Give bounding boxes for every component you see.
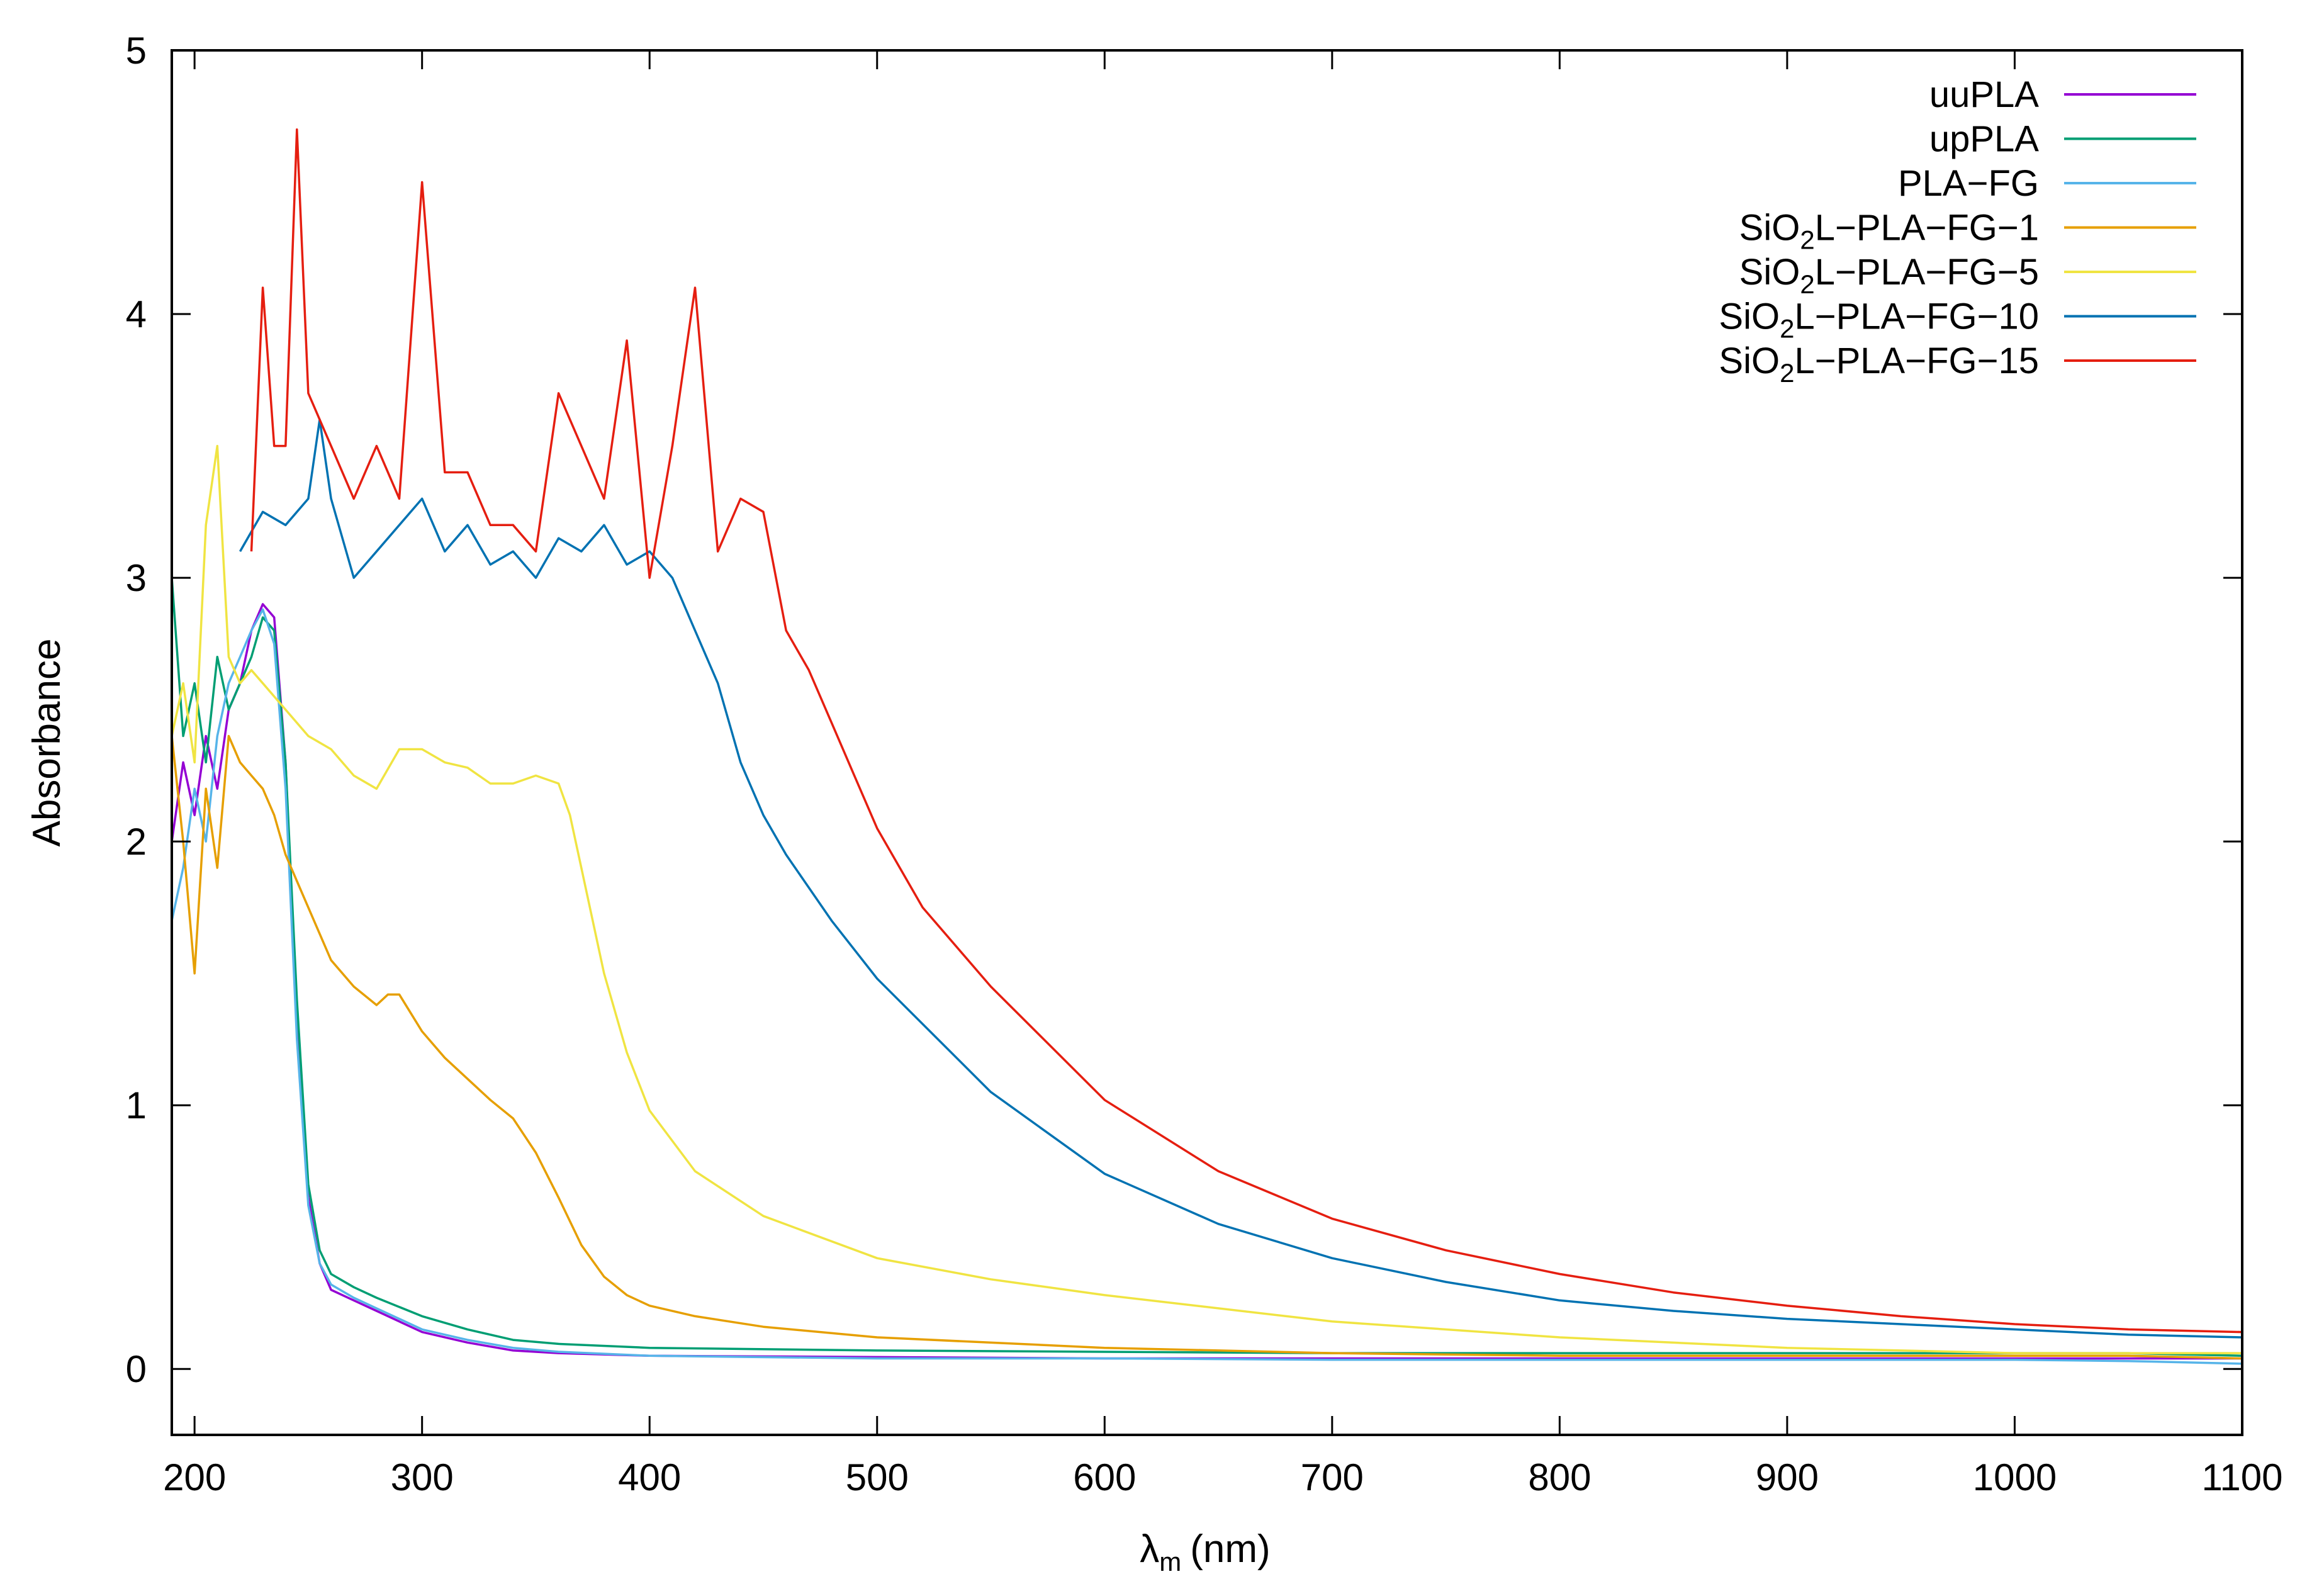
x-tick-label: 500: [846, 1456, 909, 1498]
y-axis-label: Absorbance: [25, 639, 69, 847]
legend-label-2: upPLA: [1929, 119, 2039, 160]
legend: uuPLAupPLAPLA−FGSiO2L−PLA−FG−1SiO2L−PLA−…: [1719, 74, 2196, 388]
x-tick-label: 1100: [2201, 1456, 2282, 1498]
y-tick-label: 2: [126, 821, 147, 863]
y-tick-label: 3: [126, 557, 147, 599]
legend-label-1: uuPLA: [1929, 74, 2039, 115]
x-axis-label-unit: (nm): [1190, 1527, 1270, 1571]
x-tick-label: 200: [163, 1456, 226, 1498]
series-line-3: [171, 608, 2243, 1365]
y-tick-label: 0: [126, 1348, 147, 1390]
series-line-1: [171, 603, 2242, 1360]
y-tick-label: 5: [126, 30, 147, 72]
x-tick-label: 300: [391, 1456, 454, 1498]
legend-label-3: PLA−FG: [1898, 163, 2039, 204]
legend-label-7: SiO2L−PLA−FG−15: [1719, 340, 2039, 388]
legend-label-5: SiO2L−PLA−FG−5: [1739, 252, 2039, 299]
series-line-7: [250, 128, 2243, 1334]
ticks-layer: 200 300 400 500 600 700 800 900 1000 1100 0 1 2 3 4 5: [126, 30, 2283, 1498]
x-tick-label: 600: [1073, 1456, 1136, 1498]
x-tick-label: 1000: [1973, 1456, 2057, 1498]
y-tick-label: 1: [126, 1084, 147, 1127]
x-tick-label: 900: [1756, 1456, 1819, 1498]
series-line-6: [239, 418, 2243, 1339]
x-tick-label: 700: [1301, 1456, 1364, 1498]
y-tick-label: 4: [126, 293, 147, 335]
plot-frame: [171, 49, 2243, 1436]
series-layer: [171, 128, 2243, 1365]
legend-label-4: SiO2L−PLA−FG−1: [1739, 208, 2039, 255]
x-tick-label: 800: [1528, 1456, 1591, 1498]
series-line-5: [171, 444, 2242, 1354]
x-axis-label-subscript: m: [1159, 1547, 1181, 1576]
x-axis-label: λm (nm): [1140, 1527, 1270, 1576]
legend-label-6: SiO2L−PLA−FG−10: [1719, 296, 2039, 344]
x-axis-label-symbol: λ: [1140, 1527, 1159, 1571]
series-line-4: [171, 734, 2243, 1360]
x-tick-label: 400: [618, 1456, 681, 1498]
